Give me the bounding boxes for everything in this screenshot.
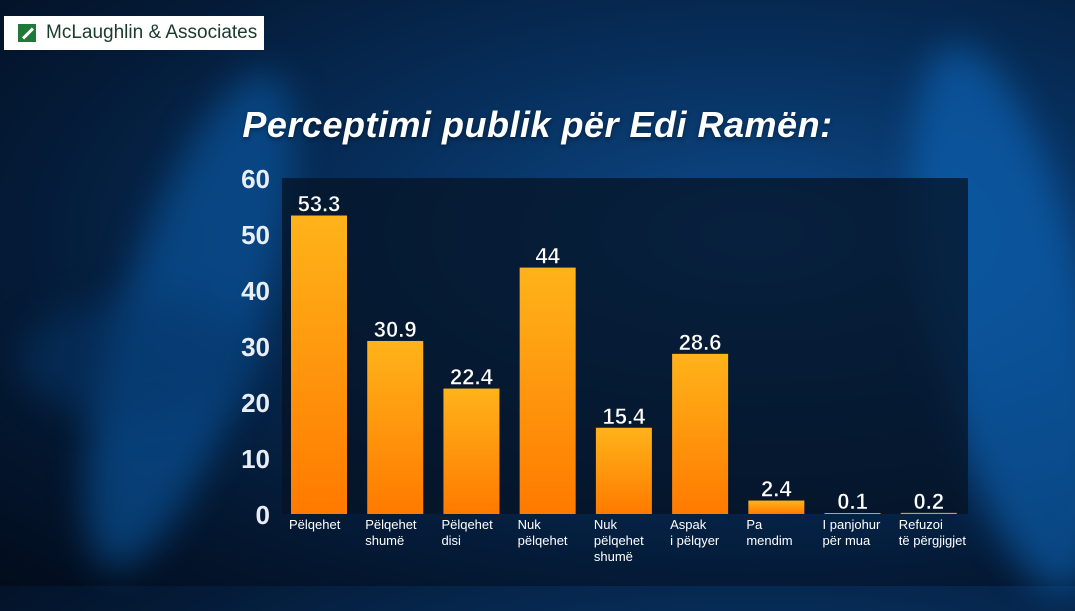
data-label: 22.4 bbox=[450, 365, 494, 390]
brand-name: McLaughlin & Associates bbox=[46, 22, 258, 43]
category-label: Pëlqehet shumë bbox=[365, 517, 417, 548]
data-label: 0.2 bbox=[913, 489, 944, 514]
category-label-line: Nuk bbox=[594, 517, 618, 532]
category-label: Pëlqehet bbox=[289, 517, 341, 532]
data-label: 53.3 bbox=[298, 192, 341, 217]
brand-logo: McLaughlin & Associates bbox=[4, 16, 264, 50]
category-label-line: Refuzoi bbox=[899, 517, 943, 532]
bar bbox=[900, 512, 957, 514]
category-label-line: Pëlqehet bbox=[441, 517, 493, 532]
category-label-line: pëlqehet bbox=[518, 533, 568, 548]
green-square-logo-icon bbox=[18, 24, 36, 42]
category-label: Nuk pëlqehet bbox=[518, 517, 568, 548]
category-label-line: Aspak bbox=[670, 517, 707, 532]
category-label-line: Pëlqehet bbox=[365, 517, 417, 532]
category-label-line: Nuk bbox=[518, 517, 542, 532]
category-label-line: disi bbox=[441, 533, 461, 548]
category-label: Nuk pëlqehet shumë bbox=[594, 517, 644, 564]
category-label-line: I panjohur bbox=[823, 517, 881, 532]
category-label: I panjohur për mua bbox=[823, 517, 881, 548]
bar bbox=[595, 427, 652, 514]
bar bbox=[672, 353, 729, 514]
y-tick-label: 50 bbox=[241, 220, 270, 250]
y-tick-label: 60 bbox=[241, 164, 270, 194]
category-label: Aspak i pëlqyer bbox=[670, 517, 720, 548]
category-label-line: për mua bbox=[823, 533, 871, 548]
chart-title: Perceptimi publik për Edi Ramën: bbox=[242, 104, 833, 145]
category-label-line: të përgjigjet bbox=[899, 533, 967, 548]
category-label-line: Pëlqehet bbox=[289, 517, 341, 532]
background-streak bbox=[20, 300, 260, 420]
data-label: 0.1 bbox=[837, 489, 868, 514]
data-label: 44 bbox=[535, 244, 560, 269]
y-tick-label: 20 bbox=[241, 388, 270, 418]
y-tick-label: 40 bbox=[241, 276, 270, 306]
bar bbox=[291, 215, 347, 514]
y-tick-label: 0 bbox=[256, 500, 270, 530]
data-label: 2.4 bbox=[761, 477, 792, 502]
category-label-line: shumë bbox=[365, 533, 404, 548]
category-label: Refuzoi të përgjigjet bbox=[899, 517, 967, 548]
data-label: 28.6 bbox=[679, 330, 722, 355]
category-label: Pëlqehet disi bbox=[441, 517, 493, 548]
category-label-line: Pa bbox=[746, 517, 763, 532]
y-tick-label: 30 bbox=[241, 332, 270, 362]
category-label-line: i pëlqyer bbox=[670, 533, 720, 548]
bar bbox=[748, 500, 805, 514]
bar bbox=[443, 388, 500, 514]
y-tick-label: 10 bbox=[241, 444, 270, 474]
bar bbox=[367, 340, 424, 514]
category-label-line: pëlqehet bbox=[594, 533, 644, 548]
category-label-line: mendim bbox=[746, 533, 792, 548]
data-label: 30.9 bbox=[374, 317, 417, 342]
data-label: 15.4 bbox=[602, 404, 646, 429]
category-label-line: shumë bbox=[594, 549, 633, 564]
bar bbox=[824, 513, 881, 514]
bar bbox=[519, 267, 576, 514]
category-label: Pa mendim bbox=[746, 517, 792, 548]
